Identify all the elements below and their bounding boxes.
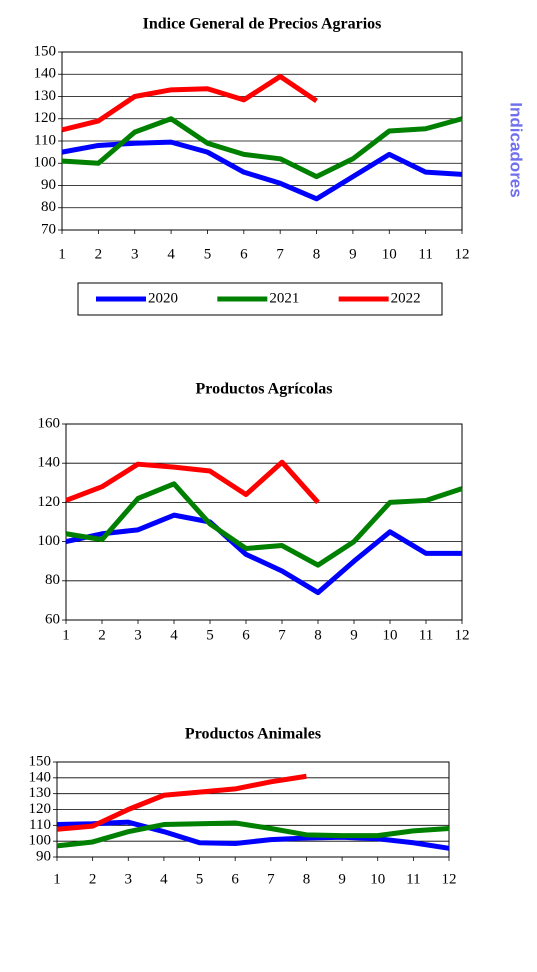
series-line [61, 139, 463, 202]
y-tick-label: 60 [45, 611, 60, 627]
y-tick-label: 140 [29, 769, 52, 785]
x-tick-label: 2 [95, 246, 103, 262]
x-tick-label: 8 [314, 627, 322, 643]
x-tick-label: 6 [240, 246, 248, 262]
series-line [65, 459, 320, 505]
y-tick-label: 150 [34, 43, 57, 59]
y-tick-label: 120 [34, 110, 57, 126]
x-tick-label: 2 [98, 627, 106, 643]
x-tick-label: 6 [231, 871, 239, 887]
x-tick-label: 12 [455, 246, 470, 262]
series-line [56, 819, 450, 851]
legend-box [77, 282, 443, 316]
series-line [56, 820, 450, 849]
legend-label: 2021 [269, 290, 299, 306]
x-tick-label: 5 [196, 871, 204, 887]
x-tick-label: 9 [350, 627, 358, 643]
x-tick-label: 7 [278, 627, 286, 643]
x-tick-label: 9 [349, 246, 357, 262]
x-tick-label: 1 [53, 871, 61, 887]
x-tick-label: 1 [58, 246, 66, 262]
series-line [65, 512, 462, 596]
y-tick-label: 140 [34, 66, 57, 82]
x-tick-label: 6 [242, 627, 250, 643]
legend-label: 2020 [148, 290, 178, 306]
y-tick-label: 90 [36, 848, 51, 864]
y-tick-label: 70 [41, 221, 56, 237]
x-tick-label: 1 [62, 627, 70, 643]
y-tick-label: 110 [29, 817, 51, 833]
x-tick-label: 10 [370, 871, 385, 887]
series-line [61, 116, 463, 180]
x-tick-label: 8 [313, 246, 321, 262]
y-tick-label: 80 [45, 572, 60, 588]
plot-frame [65, 423, 463, 621]
y-tick-label: 140 [38, 455, 61, 471]
y-tick-label: 100 [38, 533, 61, 549]
plot-frame [56, 761, 450, 858]
x-tick-label: 5 [206, 627, 214, 643]
y-tick-label: 120 [29, 801, 52, 817]
y-tick-label: 150 [29, 753, 52, 769]
series-line [61, 73, 318, 133]
y-tick-label: 90 [41, 177, 56, 193]
x-tick-label: 4 [167, 246, 175, 262]
y-tick-label: 110 [34, 132, 56, 148]
side-label: Indicadores [507, 102, 526, 197]
x-tick-label: 2 [89, 871, 97, 887]
chart-title: Indice General de Precios Agrarios [143, 16, 382, 33]
plot-frame [61, 51, 463, 231]
x-tick-label: 3 [125, 871, 133, 887]
y-tick-label: 100 [34, 155, 57, 171]
x-tick-label: 4 [170, 627, 178, 643]
x-tick-label: 5 [204, 246, 212, 262]
y-tick-label: 80 [41, 199, 56, 215]
legend-label: 2022 [391, 290, 421, 306]
x-tick-label: 11 [419, 627, 433, 643]
x-tick-label: 9 [338, 871, 346, 887]
chart-title: Productos Agrícolas [195, 381, 332, 398]
x-tick-label: 10 [383, 627, 398, 643]
x-tick-label: 4 [160, 871, 168, 887]
x-tick-label: 7 [267, 871, 275, 887]
x-tick-label: 11 [418, 246, 432, 262]
series-line [65, 481, 463, 568]
x-tick-label: 3 [131, 246, 139, 262]
x-tick-label: 12 [455, 627, 470, 643]
y-tick-label: 130 [34, 88, 57, 104]
y-tick-label: 130 [29, 785, 52, 801]
x-tick-label: 10 [382, 246, 397, 262]
x-tick-label: 11 [406, 871, 420, 887]
x-tick-label: 12 [442, 871, 457, 887]
y-tick-label: 160 [38, 415, 61, 431]
x-tick-label: 7 [276, 246, 284, 262]
y-tick-label: 100 [29, 833, 52, 849]
chart-title: Productos Animales [185, 726, 321, 743]
series-line [56, 773, 307, 832]
y-tick-label: 120 [38, 494, 61, 510]
x-tick-label: 8 [303, 871, 311, 887]
x-tick-label: 3 [134, 627, 142, 643]
